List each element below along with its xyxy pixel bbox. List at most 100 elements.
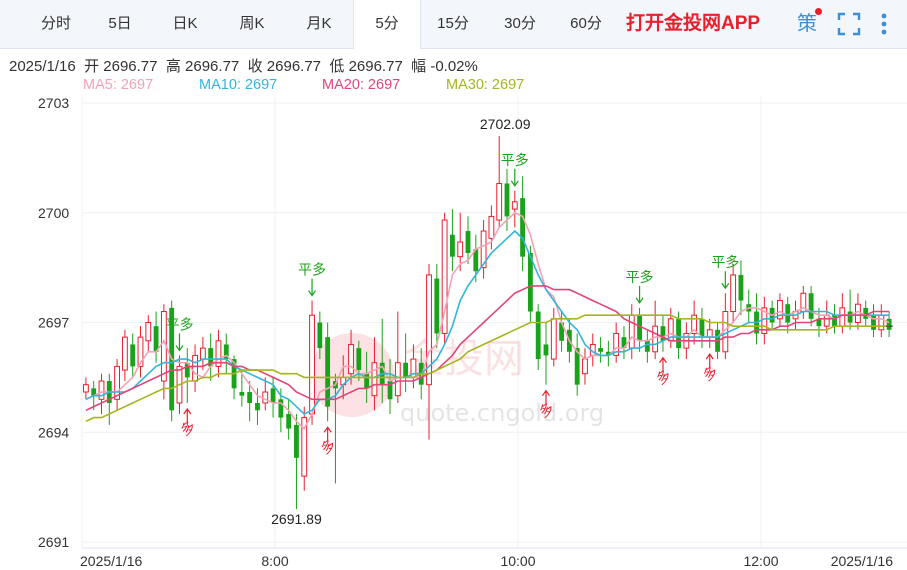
candle [394,311,401,403]
candle [403,333,409,393]
candle [574,333,580,396]
strategy-icon[interactable]: 策 [797,13,817,35]
tab-7[interactable]: 15分 [437,15,469,32]
candle-body [153,326,159,352]
tab-6[interactable]: 5分 [353,0,421,49]
ma20-legend: MA20: 2697 [322,77,401,93]
candle-body [255,402,260,411]
candle [465,216,471,264]
candle [387,359,393,414]
candle [153,311,159,363]
tab-8[interactable]: 30分 [504,15,536,32]
candle-body [114,365,121,400]
x-tick-label: 10:00 [500,553,535,569]
tab-5[interactable]: 月K [306,15,332,32]
candle-body [215,340,222,367]
candle-body [82,384,89,393]
candle-body [473,249,479,272]
tab-9[interactable]: 60分 [570,15,602,32]
change-value: -0.02% [430,58,478,75]
tab-4[interactable]: 周K [239,15,265,32]
candle-body [699,318,705,338]
candle-body [628,314,635,349]
candle-body [777,300,783,320]
candle-body [286,413,292,429]
candle-body [348,343,354,375]
signal-label: 平多 [711,254,739,270]
candle-body [605,351,611,356]
candle-body [706,329,713,338]
tab-1[interactable]: 分时 [40,15,71,32]
candle [520,176,526,272]
candle [301,406,308,491]
tab-3[interactable]: 日K [172,15,198,32]
candle-body [691,314,698,334]
candle [628,304,635,360]
more-vertical-icon[interactable] [874,10,894,38]
candle-body [496,182,503,221]
candle [754,293,759,345]
min-price-label: 2691.89 [271,511,322,527]
axis-labels: 2703 2700 2697 2694 2691 2025/1/16 8:00 10:00 12… [38,95,893,569]
candle [294,413,299,510]
candle-body [356,348,362,371]
signal-arrowhead [541,389,550,397]
ma10-line [85,229,890,415]
candle-body [878,314,885,331]
candle-body [543,344,549,356]
candle [208,333,214,382]
high-value: 2696.77 [185,58,240,75]
signal-duo: 多 [653,356,674,388]
candle [286,399,292,440]
candle-body [808,293,814,319]
signal-ping-duo: 平多 [501,152,529,187]
candle [613,322,620,363]
candle [816,307,822,338]
candle [699,307,705,349]
close-value: 2696.77 [266,58,322,75]
candle-body [652,325,659,353]
candle [863,300,869,327]
fullscreen-icon[interactable] [836,10,862,38]
candle-body [785,304,791,323]
tab-2[interactable]: 5日 [108,15,132,32]
candle-body [863,307,869,319]
y-tick-label: 2694 [38,424,69,440]
candle [247,381,253,422]
candle [800,285,807,319]
candle [184,348,190,403]
candle [137,326,144,378]
signal-label: 多 [700,363,721,384]
candle [449,209,455,272]
candle-body [660,326,666,341]
candle-body [441,219,448,334]
candle-body [676,318,681,349]
ma30-legend: MA30: 2697 [446,77,525,93]
signal-ping-duo: 平多 [626,269,654,304]
signal-arrowhead [705,353,714,360]
y-tick-label: 2703 [38,95,69,111]
candle-body [317,322,323,349]
open-app-link[interactable]: 打开金投网APP [626,13,761,34]
candle [317,311,323,360]
ohlc-date: 2025/1/16 [9,58,76,75]
candle [223,333,229,374]
candle [644,329,650,363]
y-tick-label: 2691 [38,534,69,550]
period-tab-bar [0,0,907,49]
candle-body [121,336,128,371]
candle [98,373,105,414]
signal-label: 多 [177,418,198,439]
signal-duo: 多 [177,407,198,439]
candle-body [574,348,580,385]
candle [145,315,152,352]
signal-arrowhead [175,345,184,352]
candle [621,326,627,360]
signal-arrowhead [721,282,730,290]
candle-body [480,230,487,269]
ma30-line [85,314,890,423]
candle [746,289,752,323]
signal-arrowhead [323,426,332,433]
low-label: 低 [329,58,345,75]
